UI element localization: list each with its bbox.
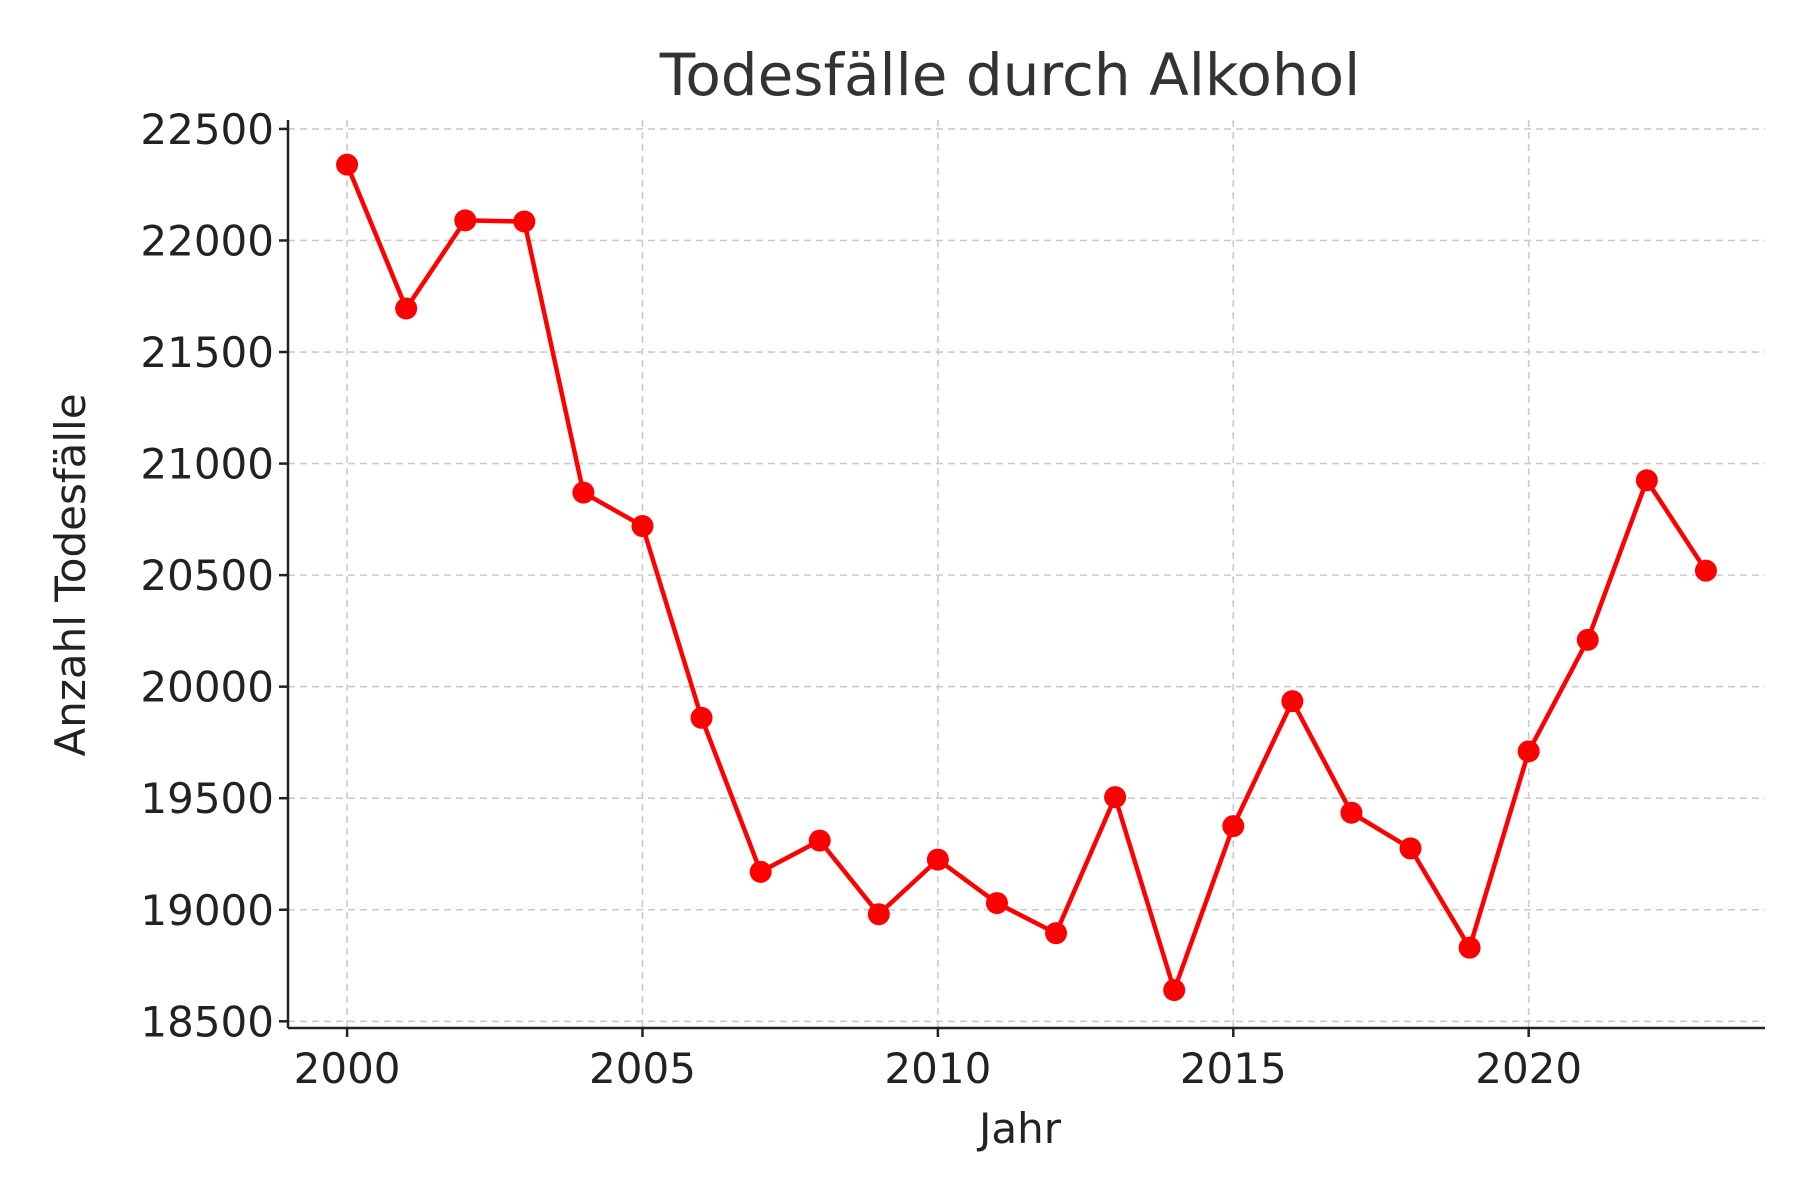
data-point [395,297,418,320]
data-point [690,706,713,729]
data-point [513,210,536,233]
x-tick-label: 2010 [884,1044,991,1093]
data-point [1399,837,1422,860]
y-tick-label: 22000 [140,216,274,265]
y-tick-label: 22500 [140,105,274,154]
y-tick-label: 19500 [140,774,274,823]
series [336,153,1717,1002]
data-point [1576,628,1599,651]
data-point [1517,740,1540,763]
data-point [1222,815,1245,838]
y-tick-label: 20000 [140,663,274,712]
chart-title: Todesfälle durch Alkohol [659,41,1360,109]
data-point [749,860,772,883]
y-axis-ticks: 18500 19000 19500 20000 20500 21000 21500 22000… [140,105,288,1046]
data-point [926,848,949,871]
data-point [1458,936,1481,959]
data-point [1045,922,1068,945]
data-point [336,153,359,176]
data-point [1340,801,1363,824]
data-point [985,892,1008,915]
data-point [1163,979,1186,1002]
x-tick-label: 2020 [1475,1044,1582,1093]
data-point [867,903,890,926]
data-point [1281,690,1304,713]
x-axis-title: Jahr [976,1104,1062,1153]
data-point [572,481,595,504]
data-point [454,209,477,232]
x-axis-ticks: 2000 2005 2010 2015 2020 [294,1028,1582,1093]
axes [286,120,1765,1030]
y-tick-label: 18500 [140,997,274,1046]
y-tick-label: 21500 [140,328,274,377]
x-tick-label: 2005 [589,1044,696,1093]
y-tick-label: 19000 [140,886,274,935]
data-point [1635,469,1658,492]
y-tick-label: 21000 [140,440,274,489]
grid [288,120,1765,1028]
y-axis-title: Anzahl Todesfälle [46,393,95,756]
data-point [808,829,831,852]
x-tick-label: 2000 [294,1044,401,1093]
y-tick-label: 20500 [140,551,274,600]
series-line [345,163,1708,993]
data-point [1694,559,1717,582]
data-point [1104,786,1127,809]
x-tick-label: 2015 [1180,1044,1287,1093]
data-point [631,515,654,538]
